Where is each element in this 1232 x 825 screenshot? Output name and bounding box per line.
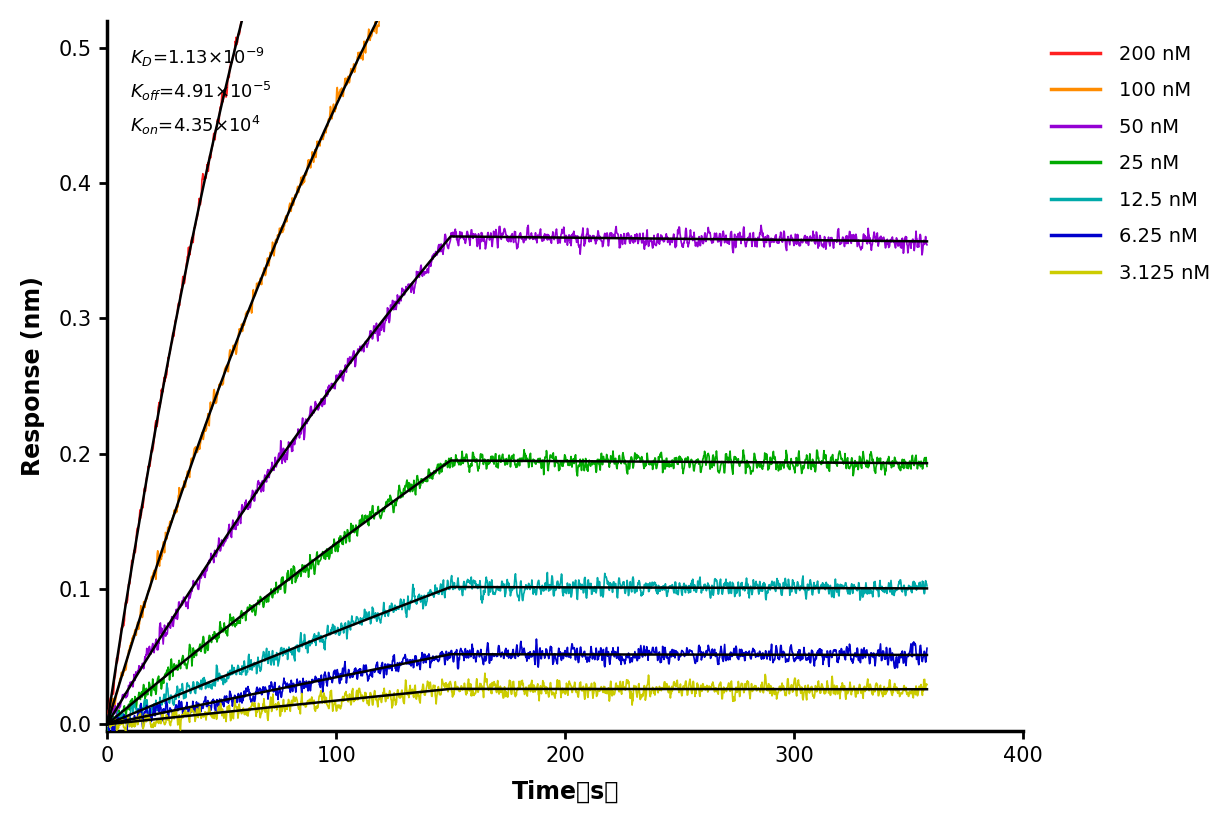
12.5 nM (101, 725, 116, 735)
25 nM (407, 475, 421, 485)
12.5 nM (439, 584, 453, 594)
Legend: 200 nM, 100 nM, 50 nM, 25 nM, 12.5 nM, 6.25 nM, 3.125 nM: 200 nM, 100 nM, 50 nM, 25 nM, 12.5 nM, 6… (1051, 45, 1210, 283)
6.25 nM (407, 655, 421, 665)
3.125 nM (919, 680, 934, 690)
Y-axis label: Response (nm): Response (nm) (21, 276, 44, 476)
3.125 nM (435, 674, 450, 684)
12.5 nM (407, 592, 421, 601)
50 nM (275, 459, 290, 469)
6.25 nM (275, 686, 290, 696)
25 nM (516, 445, 531, 455)
100 nM (275, 228, 290, 238)
12.5 nM (660, 587, 675, 596)
25 nM (919, 461, 934, 471)
6.25 nM (529, 634, 543, 644)
Line: 12.5 nM: 12.5 nM (107, 573, 926, 730)
25 nM (147, 685, 161, 695)
6.25 nM (147, 710, 161, 719)
50 nM (660, 232, 675, 242)
25 nM (439, 455, 453, 465)
6.25 nM (919, 644, 934, 653)
3.125 nM (660, 684, 675, 694)
12.5 nM (540, 568, 554, 577)
3.125 nM (439, 678, 453, 688)
Text: $K_D$=1.13×10$^{-9}$
$K_{off}$=4.91×10$^{-5}$
$K_{on}$=4.35×10$^4$: $K_D$=1.13×10$^{-9}$ $K_{off}$=4.91×10$^… (131, 45, 272, 137)
12.5 nM (919, 581, 934, 591)
12.5 nM (435, 590, 450, 600)
50 nM (147, 648, 161, 658)
Line: 6.25 nM: 6.25 nM (107, 639, 926, 733)
100 nM (100, 710, 115, 719)
3.125 nM (147, 718, 161, 728)
50 nM (434, 243, 448, 252)
200 nM (100, 717, 115, 727)
25 nM (660, 461, 675, 471)
25 nM (100, 727, 115, 737)
Line: 3.125 nM: 3.125 nM (107, 673, 926, 731)
Line: 100 nM: 100 nM (107, 0, 926, 732)
Line: 50 nM: 50 nM (107, 225, 926, 731)
6.25 nM (439, 646, 453, 656)
6.25 nM (660, 653, 675, 662)
100 nM (101, 727, 116, 737)
12.5 nM (100, 719, 115, 728)
3.125 nM (478, 668, 493, 678)
100 nM (147, 566, 161, 576)
25 nM (434, 467, 448, 477)
3.125 nM (407, 686, 421, 695)
12.5 nM (275, 651, 290, 661)
3.125 nM (275, 702, 290, 712)
6.25 nM (105, 728, 120, 738)
3.125 nM (100, 721, 115, 731)
50 nM (919, 240, 934, 250)
6.25 nM (100, 712, 115, 722)
50 nM (407, 289, 421, 299)
50 nM (100, 726, 115, 736)
3.125 nM (118, 726, 133, 736)
X-axis label: Time（s）: Time（s） (511, 780, 618, 804)
50 nM (439, 231, 453, 241)
6.25 nM (435, 647, 450, 657)
200 nM (147, 436, 161, 446)
12.5 nM (147, 705, 161, 715)
50 nM (521, 220, 536, 230)
Line: 200 nM: 200 nM (107, 0, 926, 722)
Line: 25 nM: 25 nM (107, 450, 926, 732)
25 nM (275, 573, 290, 582)
